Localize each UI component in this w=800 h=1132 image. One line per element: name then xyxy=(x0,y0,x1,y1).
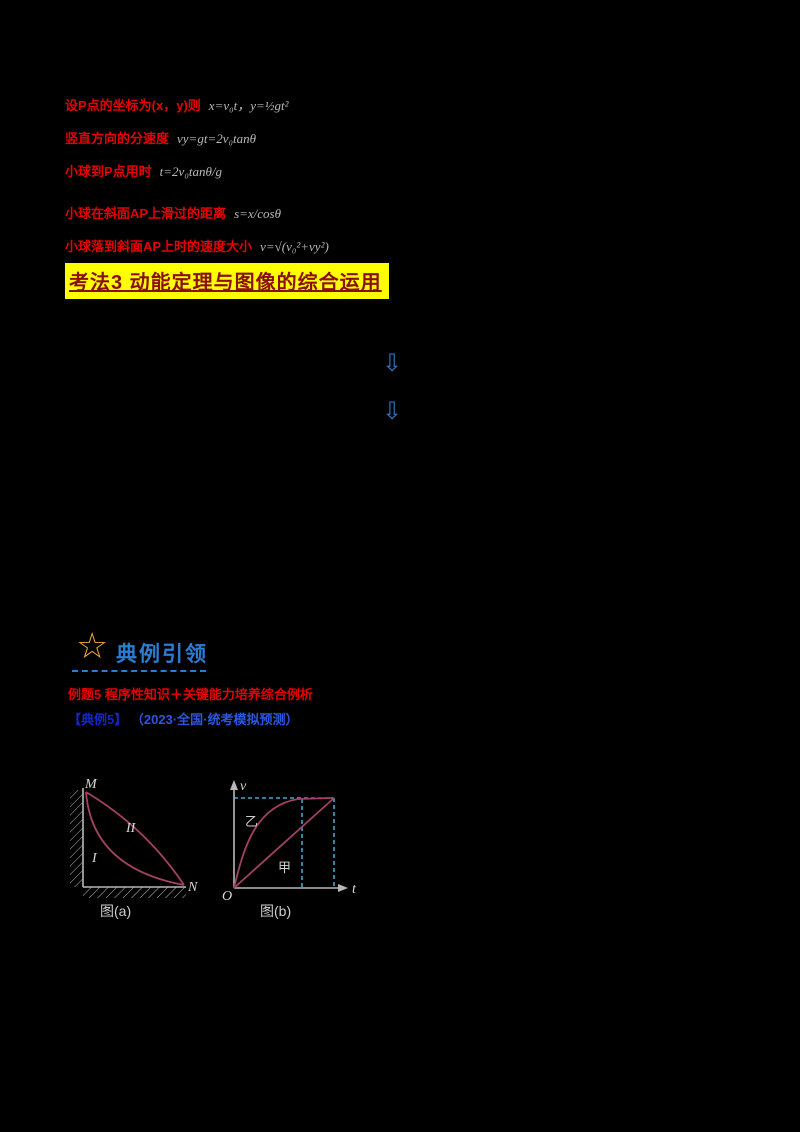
curve-yi-label: 乙 xyxy=(245,814,258,829)
down-arrow-icon: ⇩ xyxy=(382,398,403,425)
note-line: 小球到P点用时 t=2v₀tanθ/g xyxy=(65,161,222,180)
figure-b-caption: 图(b) xyxy=(260,903,291,919)
example-note: 例题5 程序性知识＋关键能力培养综合例析 xyxy=(68,687,313,702)
figure-a-drawing: M N I II 图(a) xyxy=(70,777,198,919)
example-problem: 【典例5】 （2023·全国·统考模拟预测） xyxy=(68,709,298,728)
note-formula: x=v₀t，y=½gt² xyxy=(208,98,289,113)
curve-II-label: II xyxy=(125,821,137,836)
note-label: 小球落到斜面AP上时的速度大小 xyxy=(65,239,253,254)
dashed-underline xyxy=(72,670,206,672)
figure-a: M N I II 图(a) xyxy=(58,776,218,926)
note-label: 设P点的坐标为(x，y)则 xyxy=(65,98,201,113)
wall-hatching xyxy=(70,790,83,887)
ground-hatching xyxy=(83,887,186,898)
note-formula: t=2v₀tanθ/g xyxy=(159,164,222,179)
path-I-curve xyxy=(85,791,185,886)
curve-jia xyxy=(233,797,335,889)
note-line: 小球在斜面AP上滑过的距离 s=x/cosθ xyxy=(65,203,281,222)
example-source: （2023·全国·统考模拟预测） xyxy=(130,712,299,727)
curve-jia-label: 甲 xyxy=(278,860,291,875)
note-label: 竖直方向的分速度 xyxy=(65,131,170,146)
note-line: 小球落到斜面AP上时的速度大小 v=√(v₀²+vy²) xyxy=(65,236,329,255)
curve-yi xyxy=(233,797,333,889)
v-axis-arrowhead xyxy=(230,780,238,790)
section-heading: 考法3 动能定理与图像的综合运用 xyxy=(65,263,389,299)
star-icon: ☆ xyxy=(76,625,109,666)
figure-a-caption: 图(a) xyxy=(100,903,131,919)
point-n-label: N xyxy=(187,880,198,895)
origin-label: O xyxy=(222,889,232,904)
note-label: 小球到P点用时 xyxy=(65,164,152,179)
note-line: 竖直方向的分速度 vy=gt=2v₀tanθ xyxy=(65,128,256,147)
note-label: 小球在斜面AP上滑过的距离 xyxy=(65,206,227,221)
t-axis-label: t xyxy=(352,882,357,897)
v-axis-label: v xyxy=(240,779,247,794)
point-m-label: M xyxy=(84,777,98,792)
note-formula: v=√(v₀²+vy²) xyxy=(260,239,329,254)
note-line: 设P点的坐标为(x，y)则 x=v₀t，y=½gt² xyxy=(65,95,289,114)
curve-I-label: I xyxy=(91,851,98,866)
path-II-curve xyxy=(85,791,185,886)
note-formula: s=x/cosθ xyxy=(234,206,281,221)
t-axis-arrowhead xyxy=(338,884,348,892)
down-arrow-icon: ⇩ xyxy=(382,350,403,377)
figure-b: v t O 乙 甲 图(b) xyxy=(218,776,368,931)
figure-b-drawing: v t O 乙 甲 图(b) xyxy=(222,779,357,919)
example-section-title: 典例引领 xyxy=(116,643,208,666)
note-formula: vy=gt=2v₀tanθ xyxy=(177,131,256,146)
example-tag: 【典例5】 xyxy=(68,712,128,727)
